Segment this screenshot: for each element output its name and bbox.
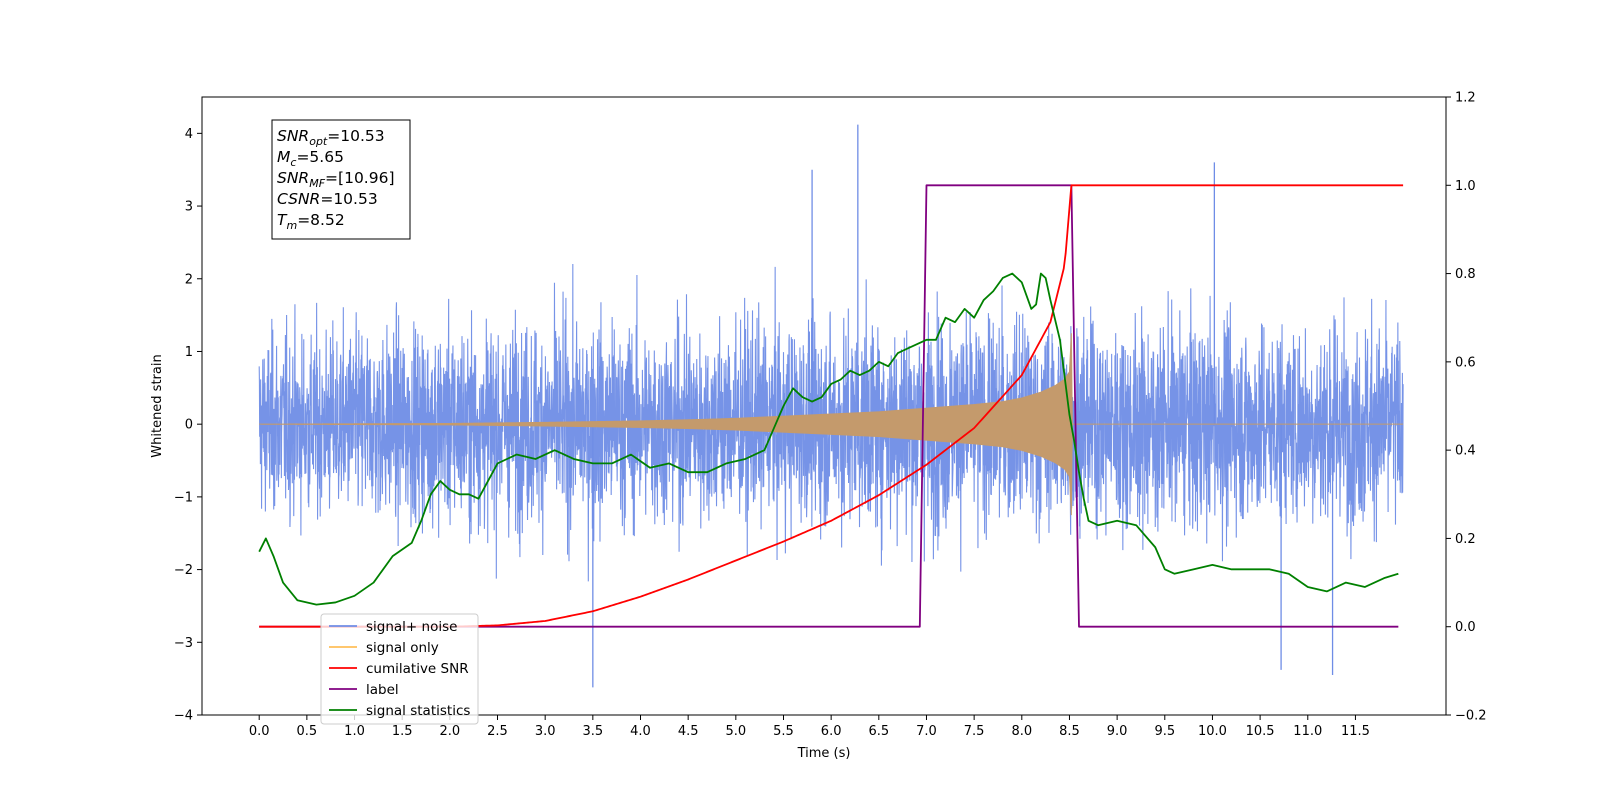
annotation-box: SNRopt=10.53Mc=5.65SNRMF=[10.96]CSNR=10.… [271, 119, 411, 240]
legend-label: signal only [366, 640, 439, 656]
signal-noise-layer [258, 124, 1404, 688]
x-tick-label: 8.5 [1059, 724, 1080, 739]
left-tick-label: 0 [185, 418, 193, 433]
right-tick-label: 0.2 [1455, 532, 1476, 547]
right-tick-label: 1.0 [1455, 179, 1476, 194]
annotation-line: SNRMF=[10.96] [277, 169, 395, 190]
right-tick-label: 1.2 [1455, 91, 1476, 106]
right-tick-label: 0.8 [1455, 267, 1476, 282]
signal-noise-line [258, 263, 1404, 582]
right-tick-label: −0.2 [1455, 709, 1487, 724]
right-axis-ticks: −0.2 0.0 0.2 0.4 0.6 0.8 1.0 1.2 [1446, 91, 1487, 724]
annotation-line: SNRopt=10.53 [277, 127, 385, 148]
legend-label: signal+ noise [366, 619, 457, 635]
signal-only-layer [259, 333, 1404, 516]
x-tick-label: 4.5 [678, 724, 699, 739]
legend-frame [320, 613, 479, 725]
legend-items: signal+ noise signal only cumilative SNR la… [329, 619, 470, 719]
left-tick-label: 1 [185, 345, 193, 360]
left-tick-label: 3 [185, 200, 193, 215]
x-tick-label: 3.0 [535, 724, 556, 739]
x-tick-label: 3.5 [582, 724, 603, 739]
x-tick-label: 2.5 [487, 724, 508, 739]
x-tick-label: 0.5 [297, 724, 318, 739]
x-tick-label: 6.5 [868, 724, 889, 739]
signal-statistics-line [258, 272, 1399, 606]
annotation-line: CSNR=10.53 [277, 190, 378, 208]
left-tick-label: −4 [174, 709, 193, 724]
x-axis-label: Time (s) [797, 746, 851, 761]
right-tick-label: 0.4 [1455, 444, 1476, 459]
x-tick-label: 11.0 [1293, 724, 1322, 739]
legend-label: cumilative SNR [366, 661, 469, 677]
x-tick-label: 4.0 [630, 724, 651, 739]
x-tick-label: 10.0 [1198, 724, 1227, 739]
x-tick-label: 11.5 [1341, 724, 1370, 739]
left-tick-label: 2 [185, 272, 193, 287]
x-tick-label: 9.0 [1107, 724, 1128, 739]
axes-frame [201, 96, 1447, 716]
plot-area [258, 124, 1404, 688]
label-line [259, 184, 1399, 628]
right-tick-label: 0.6 [1455, 355, 1476, 370]
x-tick-label: 7.5 [964, 724, 985, 739]
legend-label: label [366, 682, 399, 698]
right-tick-label: 0.0 [1455, 620, 1476, 635]
x-tick-label: 1.5 [392, 724, 413, 739]
left-tick-label: −3 [174, 636, 193, 651]
left-tick-label: −2 [174, 563, 193, 578]
signal-only-line [259, 333, 1404, 516]
x-tick-label: 8.0 [1011, 724, 1032, 739]
left-tick-label: −1 [174, 490, 193, 505]
annotation-line: Tm=8.52 [277, 211, 345, 232]
x-tick-label: 6.0 [821, 724, 842, 739]
annotation-frame [271, 119, 411, 240]
left-tick-label: 4 [185, 127, 193, 142]
y-axis-label: Whitened strain [150, 354, 165, 457]
x-tick-label: 0.0 [249, 724, 270, 739]
legend: signal+ noise signal only cumilative SNR la… [320, 613, 479, 725]
x-axis-ticks: 0.0 0.5 1.0 1.5 2.0 2.5 3.0 3.5 4.0 4.5 5.0 5.5 6.0 6… [249, 715, 1370, 739]
annotation-line: Mc=5.65 [277, 148, 344, 169]
x-tick-label: 1.0 [344, 724, 365, 739]
annotation-lines: SNRopt=10.53Mc=5.65SNRMF=[10.96]CSNR=10.… [277, 127, 395, 232]
x-tick-label: 5.0 [725, 724, 746, 739]
x-tick-label: 9.5 [1154, 724, 1175, 739]
x-tick-label: 7.0 [916, 724, 937, 739]
x-tick-label: 5.5 [773, 724, 794, 739]
x-tick-label: 2.0 [440, 724, 461, 739]
left-axis-ticks: −4 −3 −2 −1 0 1 2 3 4 [174, 127, 202, 724]
x-tick-label: 10.5 [1246, 724, 1275, 739]
legend-label: signal statistics [366, 703, 470, 719]
